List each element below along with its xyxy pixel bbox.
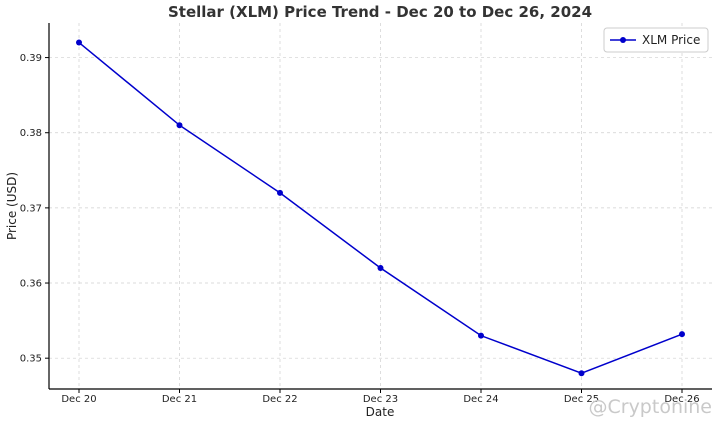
data-point [478,332,484,339]
data-point [277,189,283,196]
data-point [76,39,82,46]
x-tick-label: Dec 25 [564,394,599,405]
y-axis-label: Price (USD) [5,172,19,240]
legend-box [603,27,709,53]
data-point [578,370,585,377]
x-tick-label: Dec 23 [363,394,398,405]
grid [49,23,712,389]
x-tick-label: Dec 24 [463,394,498,405]
watermark: @Cryptonine [588,396,712,418]
y-tick-label: 0.37 [20,203,42,214]
ticks: Dec 20 Dec 21 Dec 22 Dec 23 Dec 24 Dec 25 Dec … [20,53,700,405]
legend-marker-icon [620,37,626,43]
x-tick-label: Dec 21 [162,394,197,405]
y-tick-label: 0.35 [20,354,42,365]
series-xlm-price [76,39,685,377]
x-tick-label: Dec 22 [262,394,297,405]
y-tick-label: 0.39 [20,53,42,64]
chart-title: Stellar (XLM) Price Trend - Dec 20 to De… [168,3,592,21]
y-tick-label: 0.38 [20,128,42,139]
data-point [377,265,384,272]
x-tick-label: Dec 26 [664,394,699,405]
x-axis-label: Date [366,405,395,419]
data-point [176,122,183,129]
x-tick-label: Dec 20 [61,394,96,405]
legend-label: XLM Price [642,33,700,47]
data-point [679,331,685,338]
y-tick-label: 0.36 [20,279,42,290]
legend: XLM Price [603,27,709,53]
